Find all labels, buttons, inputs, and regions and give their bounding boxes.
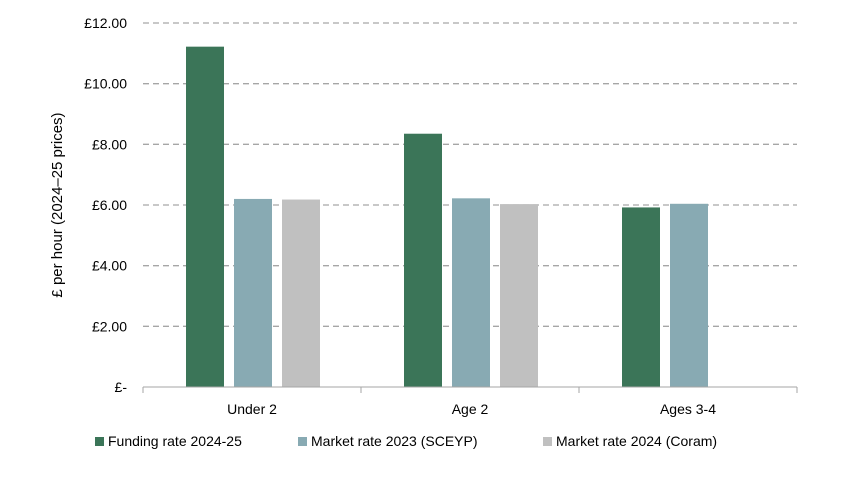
y-tick-label: £8.00 [92, 136, 127, 152]
legend-item: Market rate 2023 (SCEYP) [298, 433, 478, 449]
bar [282, 199, 320, 387]
x-axis [142, 386, 798, 393]
y-axis-label: £ per hour (2024–25 prices) [49, 112, 66, 297]
y-tick-label: £2.00 [92, 318, 127, 334]
bar [500, 204, 538, 387]
bar [404, 133, 442, 387]
y-tick-label: £10.00 [84, 76, 127, 92]
legend-label: Market rate 2023 (SCEYP) [311, 433, 478, 449]
x-category-label: Ages 3-4 [660, 401, 716, 417]
legend-item: Market rate 2024 (Coram) [543, 433, 717, 449]
legend-swatch [95, 437, 104, 446]
bar [186, 46, 224, 387]
x-axis-categories: Under 2 Age 2 Ages 3-4 [227, 401, 716, 417]
legend: Funding rate 2024-25 Market rate 2023 (SC… [95, 433, 717, 449]
bar [622, 207, 660, 387]
y-tick-label: £12.00 [84, 15, 127, 31]
legend-item: Funding rate 2024-25 [95, 433, 242, 449]
y-tick-label: £4.00 [92, 258, 127, 274]
bar [670, 203, 708, 387]
x-category-label: Age 2 [452, 401, 489, 417]
legend-label: Market rate 2024 (Coram) [556, 433, 717, 449]
bar [234, 198, 272, 387]
bars [186, 46, 708, 387]
legend-swatch [298, 437, 307, 446]
y-axis-ticks: £- £2.00 £4.00 £6.00 £8.00 £10.00 £12.00 [84, 15, 127, 395]
legend-label: Funding rate 2024-25 [108, 433, 242, 449]
legend-swatch [543, 437, 552, 446]
x-category-label: Under 2 [227, 401, 277, 417]
bar [452, 198, 490, 387]
y-tick-label: £- [115, 379, 128, 395]
y-tick-label: £6.00 [92, 197, 127, 213]
